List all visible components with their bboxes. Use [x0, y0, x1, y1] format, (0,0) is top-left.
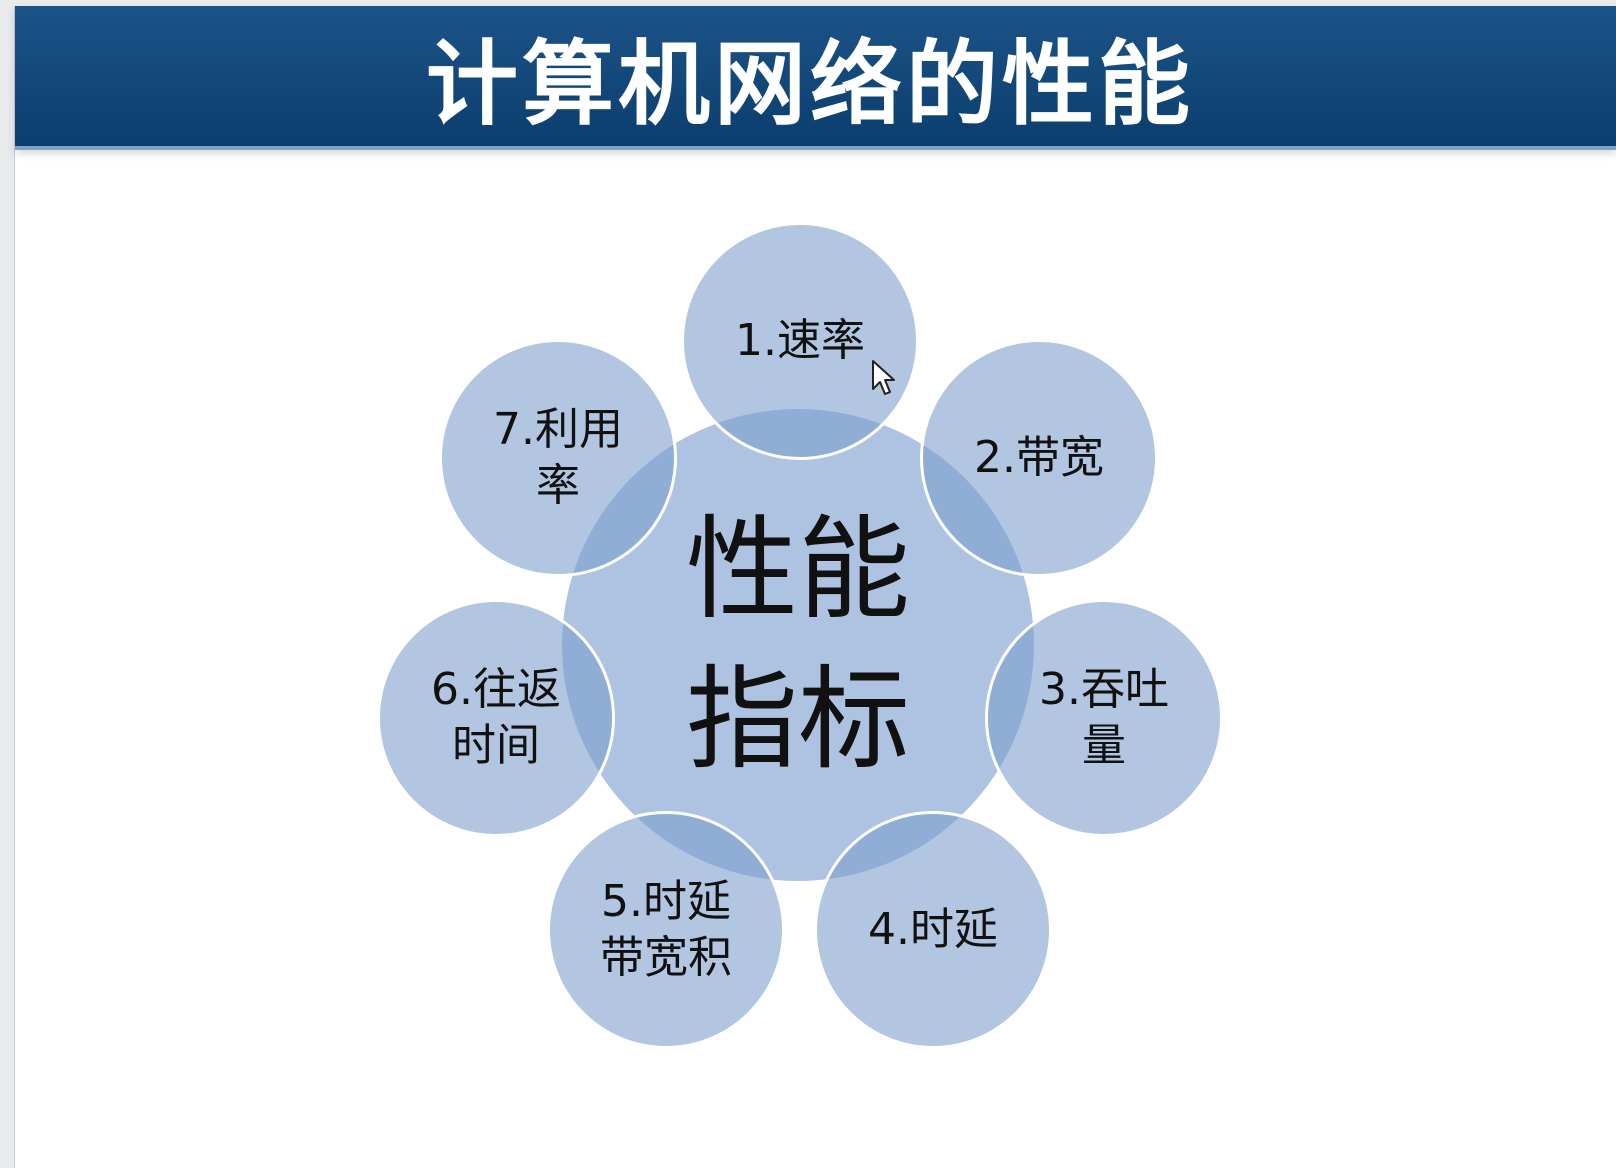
slide-title: 计算机网络的性能	[425, 30, 1194, 138]
item-label: 3.吞吐量	[1039, 664, 1169, 771]
mouse-cursor-icon	[872, 360, 895, 395]
item-label: 4.时延	[868, 904, 998, 955]
center-label: 性能指标	[686, 505, 910, 785]
slide: 计算机网络的性能 性能指标 1.速率 2.带宽 3.吞吐量 4.时延 5.时延带…	[14, 6, 1616, 1168]
item-circle-utilization: 7.利用率	[439, 339, 677, 577]
item-label: 2.带宽	[974, 432, 1104, 483]
item-label: 1.速率	[735, 315, 865, 366]
item-circle-bandwidth: 2.带宽	[920, 339, 1158, 577]
performance-diagram: 性能指标 1.速率 2.带宽 3.吞吐量 4.时延 5.时延带宽积 6.往返时间…	[15, 6, 1616, 1168]
item-circle-throughput: 3.吞吐量	[985, 599, 1223, 837]
item-circle-delay-bandwidth-product: 5.时延带宽积	[547, 811, 785, 1049]
center-circle: 性能指标	[562, 409, 1034, 881]
item-circle-delay: 4.时延	[814, 811, 1052, 1049]
item-label: 7.利用率	[493, 404, 623, 511]
item-label: 5.时延带宽积	[600, 876, 732, 983]
item-circle-round-trip-time: 6.往返时间	[377, 599, 615, 837]
item-circle-rate: 1.速率	[681, 222, 919, 460]
item-label: 6.往返时间	[431, 664, 561, 771]
title-bar: 计算机网络的性能	[15, 6, 1616, 150]
